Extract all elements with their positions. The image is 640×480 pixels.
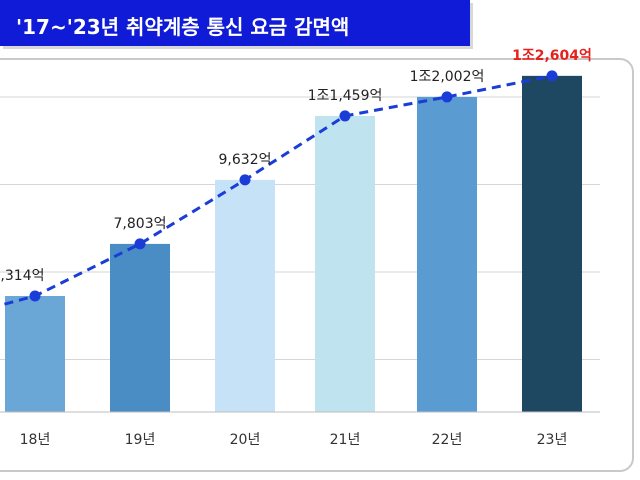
bar (315, 115, 375, 412)
x-tick-label: 20년 (230, 432, 261, 448)
chart-title: '17~'23년 취약계층 통신 요금 감면액 (16, 15, 350, 39)
x-tick-label: 22년 (432, 432, 463, 448)
bar (5, 296, 65, 412)
data-label: 7,803억 (114, 216, 167, 232)
trend-marker (546, 70, 558, 82)
bar (110, 243, 170, 412)
x-tick-label: 21년 (330, 432, 361, 448)
data-label: 6,314억 (0, 268, 44, 284)
x-tick-label: 18년 (20, 432, 51, 448)
data-label: 1조2,002억 (410, 69, 485, 85)
trend-marker (29, 290, 41, 302)
title-banner: '17~'23년 취약계층 통신 요금 감면액 (0, 0, 470, 46)
trend-marker (339, 110, 351, 122)
data-label: 1조1,459억 (308, 88, 383, 104)
bar (522, 75, 582, 413)
trend-marker (441, 91, 453, 103)
data-label: 1조2,604억 (512, 48, 592, 64)
data-label: 9,632억 (219, 152, 272, 168)
trend-marker (239, 174, 251, 186)
x-tick-label: 19년 (125, 432, 156, 448)
bar (215, 179, 275, 412)
bar (417, 96, 477, 413)
x-tick-label: 23년 (537, 432, 568, 448)
trend-marker (134, 238, 146, 250)
